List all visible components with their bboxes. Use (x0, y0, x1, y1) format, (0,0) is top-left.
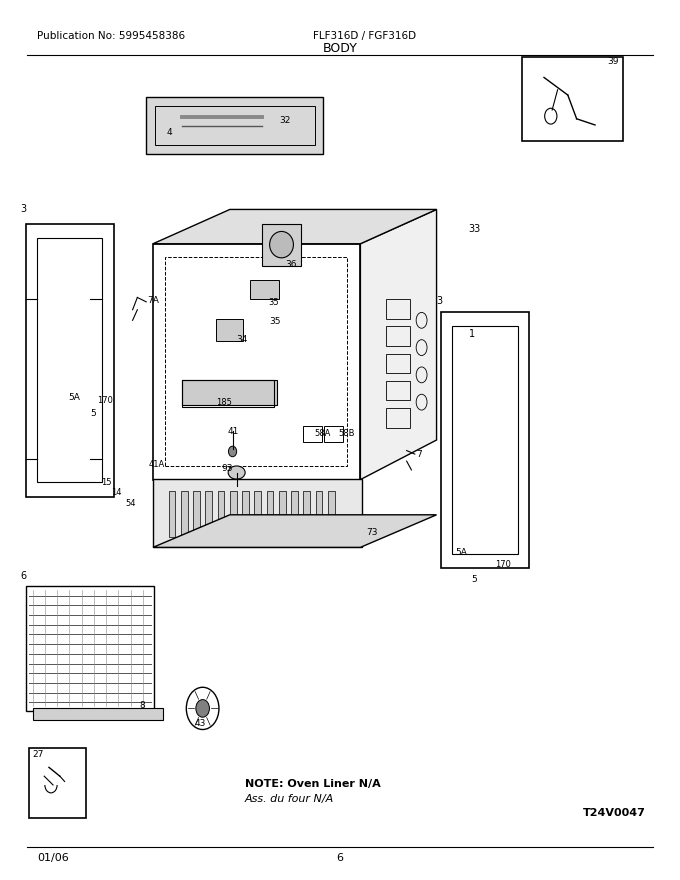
Text: 93: 93 (221, 464, 233, 473)
Bar (182, 380, 274, 407)
Bar (169, 491, 175, 537)
Text: Ass. du four N/A: Ass. du four N/A (245, 794, 334, 803)
Bar (26, 224, 114, 497)
Text: 58B: 58B (338, 429, 354, 438)
Text: NOTE: Oven Liner N/A: NOTE: Oven Liner N/A (245, 779, 381, 788)
Text: 5: 5 (90, 409, 96, 418)
Text: 15: 15 (101, 478, 111, 487)
Bar (250, 280, 279, 299)
Bar (386, 381, 410, 400)
Bar (193, 491, 200, 537)
Bar (386, 408, 410, 428)
Bar (216, 319, 243, 341)
Text: 73: 73 (366, 528, 377, 537)
Text: 6: 6 (337, 853, 343, 863)
Text: 170: 170 (97, 396, 113, 405)
Text: 185: 185 (216, 398, 232, 407)
Bar (267, 491, 273, 537)
Bar (153, 479, 362, 547)
Text: 43: 43 (194, 719, 206, 728)
Ellipse shape (228, 466, 245, 480)
Text: 14: 14 (111, 488, 121, 497)
Text: 3: 3 (20, 204, 27, 215)
Bar (316, 491, 322, 537)
Bar (181, 491, 188, 537)
Text: 34: 34 (237, 335, 248, 344)
Text: 3: 3 (437, 296, 443, 306)
Polygon shape (360, 209, 437, 480)
Bar (153, 244, 360, 480)
Text: 58A: 58A (314, 429, 330, 438)
Bar (26, 586, 154, 711)
Bar (242, 491, 249, 537)
Polygon shape (153, 209, 437, 244)
Text: 170: 170 (495, 561, 511, 569)
Polygon shape (153, 515, 437, 547)
Text: 01/06: 01/06 (37, 853, 69, 863)
Text: T24V0047: T24V0047 (583, 808, 646, 818)
Bar (303, 426, 322, 442)
Text: 7: 7 (416, 451, 422, 459)
Text: 27: 27 (33, 750, 44, 759)
Bar (228, 484, 245, 495)
Text: 41A: 41A (148, 460, 165, 469)
Text: 1: 1 (469, 329, 475, 340)
Bar (522, 57, 623, 141)
Bar (386, 299, 410, 319)
Text: 5A: 5A (456, 548, 467, 557)
Bar (291, 491, 298, 537)
Text: FLF316D / FGF316D: FLF316D / FGF316D (313, 31, 416, 40)
Text: 35: 35 (269, 317, 281, 326)
Bar (182, 380, 277, 405)
Bar (155, 106, 315, 145)
Bar (165, 257, 347, 466)
Bar (328, 491, 335, 537)
Bar (254, 491, 261, 537)
Bar (205, 491, 212, 537)
Bar (279, 491, 286, 537)
Circle shape (186, 687, 219, 730)
Text: 35: 35 (269, 298, 279, 307)
Circle shape (228, 446, 237, 457)
Text: 5: 5 (471, 575, 477, 583)
Bar (37, 238, 102, 482)
Text: 6: 6 (20, 571, 27, 582)
Text: 4: 4 (167, 128, 172, 136)
Bar (386, 326, 410, 346)
Text: BODY: BODY (322, 42, 358, 55)
Bar (29, 748, 86, 818)
Bar (262, 224, 301, 266)
Text: 54: 54 (126, 499, 136, 508)
Bar (386, 354, 410, 373)
Bar (33, 708, 163, 720)
Bar (146, 97, 323, 154)
Text: 5A: 5A (68, 393, 80, 402)
Text: 8: 8 (139, 701, 145, 710)
Bar (230, 491, 237, 537)
Text: 39: 39 (607, 57, 619, 66)
Bar (218, 491, 224, 537)
Text: 41: 41 (228, 427, 239, 436)
Bar (452, 326, 518, 554)
Text: 36: 36 (286, 260, 297, 268)
Circle shape (196, 700, 209, 717)
Bar (303, 491, 310, 537)
Text: 7A: 7A (148, 297, 159, 305)
Bar (324, 426, 343, 442)
Text: Publication No: 5995458386: Publication No: 5995458386 (37, 31, 186, 40)
Text: 33: 33 (468, 224, 480, 234)
Text: 32: 32 (279, 116, 290, 125)
Bar (441, 312, 529, 568)
Ellipse shape (269, 231, 293, 258)
